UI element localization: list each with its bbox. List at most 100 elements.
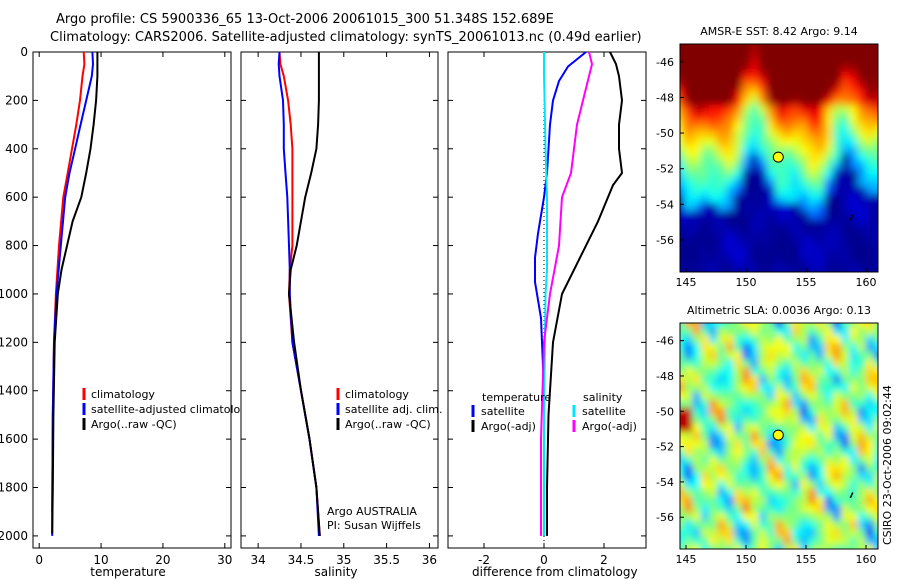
heatmap-cell [874, 268, 878, 272]
x-tick-label: 155 [796, 276, 817, 289]
y-tick-label: -54 [656, 476, 674, 489]
x-tick-label: 145 [676, 553, 697, 566]
float-position-marker [772, 429, 784, 441]
heatmap-cell [874, 399, 878, 416]
legend-label: satellite [582, 405, 626, 418]
map-title: Altimetric SLA: 0.0036 Argo: 0.13 [687, 304, 871, 317]
heatmap-cell [874, 145, 878, 162]
heatmap-cell [816, 268, 833, 272]
heatmap-cell [808, 268, 825, 272]
heatmap-cell [684, 268, 701, 272]
x-tick-label: 30 [217, 553, 232, 567]
y-tick-label: -48 [656, 370, 674, 383]
heatmap-cell [865, 268, 878, 272]
heatmap-cell [874, 170, 878, 187]
heatmap-cell [742, 268, 759, 272]
x-tick-label: 145 [676, 276, 697, 289]
heatmap-cell [874, 162, 878, 179]
heatmap-field [680, 323, 878, 549]
figure-subtitle: Climatology: CARS2006. Satellite-adjuste… [50, 30, 642, 45]
heatmap-cell [874, 48, 878, 65]
series-line-2 [288, 52, 321, 536]
heatmap-cell [692, 545, 709, 549]
heatmap-cell [874, 129, 878, 146]
heatmap-cell [874, 391, 878, 408]
y-tick-label: -50 [656, 127, 674, 140]
heatmap-cell [874, 56, 878, 73]
x-axis-label: temperature [90, 565, 165, 579]
sst-map-panel: AMSR-E SST: 8.42 Argo: 9.14 145 150 155 160 -… [656, 25, 879, 289]
y-tick-label: -56 [656, 234, 674, 247]
y-tick-label: 1000 [0, 287, 28, 301]
y-tick-label: 1200 [0, 335, 28, 349]
heatmap-cell [742, 545, 759, 549]
heatmap-cell [874, 235, 878, 252]
heatmap-cell [874, 121, 878, 138]
legend-heading: salinity [583, 391, 623, 404]
heatmap-cell [874, 219, 878, 236]
x-tick-label: 34.5 [288, 553, 315, 567]
heatmap-cell [700, 545, 718, 549]
heatmap-cell [874, 251, 878, 268]
legend-label: Argo(-adj) [582, 420, 637, 433]
y-tick-label: 800 [5, 239, 28, 253]
heatmap-cell [783, 268, 800, 272]
legend-label: Argo(..raw -QC) [91, 418, 177, 431]
heatmap-cell [874, 243, 878, 260]
heatmap-cell [775, 268, 792, 272]
heatmap-cell [874, 464, 878, 481]
x-tick-label: 0 [540, 553, 548, 567]
heatmap-cell [874, 72, 878, 89]
legend-label: satellite-adjusted climatology [91, 403, 254, 416]
heatmap-cell [808, 545, 825, 549]
heatmap-cell [874, 178, 878, 195]
legend-label: climatology [345, 388, 409, 401]
heatmap-cell [832, 545, 850, 549]
heatmap-cell [766, 268, 784, 272]
heatmap-cell [874, 335, 878, 352]
axes-frame [32, 51, 232, 549]
x-tick-label: 35 [336, 553, 351, 567]
heatmap-cell [874, 343, 878, 360]
series-line-2 [51, 52, 99, 534]
sla-map-panel: Altimetric SLA: 0.0036 Argo: 0.13 145 150 1… [656, 304, 879, 566]
x-tick-label: 10 [93, 553, 108, 567]
series-line-3 [540, 51, 593, 536]
heatmap-cell [874, 211, 878, 228]
y-tick-label: 1400 [0, 384, 28, 398]
heatmap-cell [717, 545, 734, 549]
map-frame [679, 322, 879, 550]
heatmap-cell [874, 407, 878, 424]
heatmap-cell [874, 80, 878, 97]
y-tick-label: -52 [656, 441, 674, 454]
y-tick-label: 1600 [0, 432, 28, 446]
y-tick-label: 1800 [0, 481, 28, 495]
x-tick-label: 20 [155, 553, 170, 567]
temperature-panel: 0 10 20 30 0 200 400 600 800 1000 1200 1400 1600 1800… [0, 45, 254, 579]
heatmap-cell [874, 202, 878, 219]
heatmap-cell [824, 268, 841, 272]
heatmap-cell [791, 545, 808, 549]
annotation-text: Argo AUSTRALIA [327, 505, 417, 518]
x-tick-label: 36 [422, 553, 437, 567]
annotation-text: PI: Susan Wijffels [327, 519, 421, 532]
series-line-2 [543, 52, 548, 536]
x-axis-label: salinity [314, 565, 357, 579]
heatmap-cell [750, 268, 767, 272]
heatmap-cell [874, 448, 878, 465]
x-tick-label: 150 [736, 553, 757, 566]
heatmap-cell [758, 545, 775, 549]
x-axis-label: difference from climatology [472, 565, 638, 579]
legend-label: climatology [91, 388, 155, 401]
figure-title: Argo profile: CS 5900336_65 13-Oct-2006 … [56, 12, 554, 27]
y-tick-label: -50 [656, 405, 674, 418]
heatmap-cell [733, 268, 751, 272]
x-tick-label: 0 [35, 553, 43, 567]
heatmap-cell [865, 545, 878, 549]
y-tick-label: 0 [20, 45, 28, 59]
heatmap-cell [874, 545, 878, 549]
heatmap-cell [849, 545, 866, 549]
heatmap-cell [874, 259, 878, 272]
heatmap-cell [816, 545, 833, 549]
